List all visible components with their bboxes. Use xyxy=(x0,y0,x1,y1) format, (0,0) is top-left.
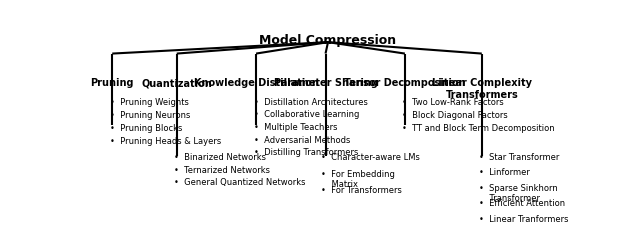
Text: •  General Quantized Networks: • General Quantized Networks xyxy=(174,177,306,186)
Text: •  Distillation Architectures: • Distillation Architectures xyxy=(253,97,367,106)
Text: •  Block Diagonal Factors: • Block Diagonal Factors xyxy=(403,110,508,119)
Text: Parameter Sharing: Parameter Sharing xyxy=(273,78,378,88)
Text: Linear Complexity
Transformers: Linear Complexity Transformers xyxy=(432,78,532,99)
Text: •  Star Transformer: • Star Transformer xyxy=(479,152,559,161)
Text: •  Pruning Blocks: • Pruning Blocks xyxy=(110,123,182,132)
Text: Quantization: Quantization xyxy=(141,78,212,88)
Text: •  Distilling Transformers: • Distilling Transformers xyxy=(253,148,358,156)
Text: Tensor Decomposition: Tensor Decomposition xyxy=(344,78,466,88)
Text: Knowledge Distillation: Knowledge Distillation xyxy=(194,78,319,88)
Text: •  Two Low-Rank Factors: • Two Low-Rank Factors xyxy=(403,97,504,106)
Text: •  TT and Block Term Decomposition: • TT and Block Term Decomposition xyxy=(403,123,555,132)
Text: •  Linear Tranformers: • Linear Tranformers xyxy=(479,214,569,223)
Text: Pruning: Pruning xyxy=(90,78,134,88)
Text: •  Collaborative Learning: • Collaborative Learning xyxy=(253,110,359,119)
Text: •  Pruning Heads & Layers: • Pruning Heads & Layers xyxy=(110,136,221,146)
Text: •  Pruning Neurons: • Pruning Neurons xyxy=(110,110,190,119)
Text: •  Efficient Attention: • Efficient Attention xyxy=(479,198,565,207)
Text: •  Adversarial Methods: • Adversarial Methods xyxy=(253,135,350,144)
Text: •  Pruning Weights: • Pruning Weights xyxy=(110,97,189,106)
Text: •  Character-aware LMs: • Character-aware LMs xyxy=(321,152,419,161)
Text: •  Linformer: • Linformer xyxy=(479,168,530,177)
Text: •  For Embedding
    Matrix: • For Embedding Matrix xyxy=(321,169,394,188)
Text: •  For Transformers: • For Transformers xyxy=(321,185,401,194)
Text: •  Ternarized Networks: • Ternarized Networks xyxy=(174,165,270,174)
Text: •  Sparse Sinkhorn
    Transformer: • Sparse Sinkhorn Transformer xyxy=(479,183,558,202)
Text: Model Compression: Model Compression xyxy=(259,33,397,46)
Text: •  Multiple Teachers: • Multiple Teachers xyxy=(253,122,337,131)
Text: •  Binarized Networks: • Binarized Networks xyxy=(174,152,266,161)
